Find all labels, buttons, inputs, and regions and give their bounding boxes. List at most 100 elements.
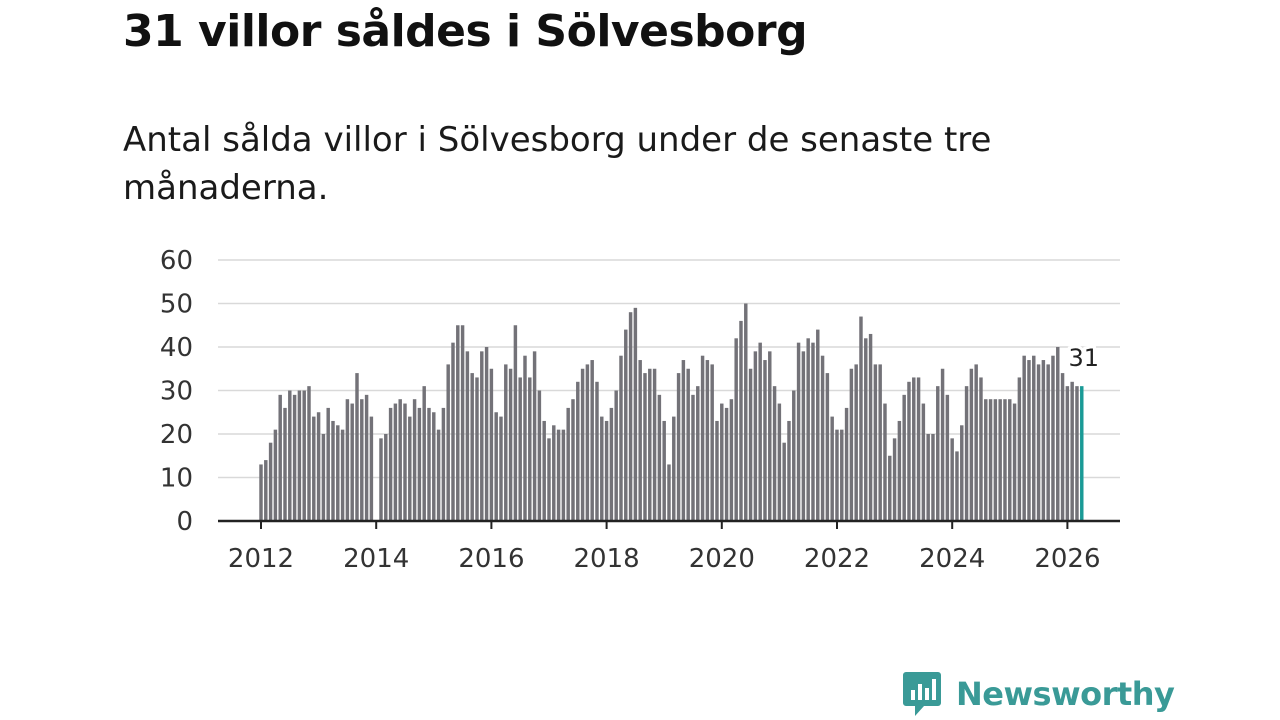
bar: [1046, 364, 1050, 521]
bar: [969, 368, 974, 521]
bar: [1008, 399, 1012, 521]
bar: [388, 407, 393, 521]
bar: [1003, 399, 1007, 521]
bar: [912, 377, 916, 521]
bar: [1017, 377, 1022, 521]
bar: [753, 351, 758, 521]
bar: [268, 442, 273, 521]
bar: [835, 429, 839, 521]
bar: [715, 420, 719, 521]
x-tick-label: 2014: [343, 544, 409, 574]
y-tick-label: 40: [160, 333, 193, 363]
bar: [638, 360, 642, 521]
bar: [724, 407, 729, 521]
bar: [1065, 386, 1070, 521]
chart-title: 31 villor såldes i Sölvesborg: [123, 6, 808, 57]
bar: [643, 373, 647, 521]
bar: [633, 307, 638, 521]
bar: [902, 394, 906, 521]
y-tick-label: 50: [160, 290, 193, 320]
bar: [585, 364, 590, 521]
bar: [705, 360, 710, 521]
bar: [844, 407, 849, 521]
bar: [748, 368, 753, 521]
bar: [782, 442, 786, 521]
bar: [758, 342, 762, 521]
bar: [556, 429, 561, 521]
bar: [283, 407, 287, 521]
bar: [1051, 355, 1055, 521]
bar: [340, 429, 345, 521]
bar: [336, 425, 340, 521]
bar: [931, 434, 935, 521]
bar: [326, 407, 330, 521]
bar: [854, 364, 858, 521]
bar: [998, 399, 1002, 521]
bar: [897, 420, 902, 521]
bar: [691, 394, 695, 521]
bar: [945, 394, 950, 521]
bar: [796, 342, 801, 521]
bar: [307, 386, 311, 521]
bar: [700, 355, 705, 521]
bar: [547, 438, 551, 521]
bar: [772, 386, 777, 521]
bar: [1056, 347, 1060, 521]
bar: [470, 373, 474, 521]
x-axis-ticks: 2012 2014 2016 2018 2020 2022 2024 2026: [228, 521, 1100, 574]
bar: [393, 403, 398, 521]
bar: [744, 303, 748, 521]
bar: [859, 316, 863, 521]
bar: [657, 394, 662, 521]
bar: [624, 329, 628, 521]
bar: [696, 386, 700, 521]
bar: [739, 320, 743, 521]
bar: [480, 351, 484, 521]
bar: [878, 364, 882, 521]
bar: [710, 364, 714, 521]
bar: [993, 399, 998, 521]
bar: [926, 434, 930, 521]
last-value-label: 31: [1068, 344, 1099, 372]
bar: [432, 412, 436, 521]
bar: [676, 373, 681, 521]
bar: [427, 407, 431, 521]
y-tick-label: 30: [160, 377, 193, 407]
bar: [734, 338, 738, 521]
bar: [417, 407, 422, 521]
bar: [964, 386, 969, 521]
bar: [350, 403, 354, 521]
bar: [864, 338, 868, 521]
x-tick-label: 2022: [804, 544, 870, 574]
bar: [408, 416, 412, 521]
bar: [619, 355, 623, 521]
bar: [873, 364, 878, 521]
bar: [571, 399, 575, 521]
bar: [1012, 403, 1017, 521]
bar: [312, 416, 316, 521]
bar: [892, 438, 897, 521]
bar: [489, 368, 494, 521]
bar: [542, 420, 546, 521]
bar: [801, 351, 806, 521]
bar: [883, 403, 887, 521]
bar: [316, 412, 321, 521]
bar: [518, 377, 522, 521]
bar: [532, 351, 537, 521]
bar: [590, 360, 594, 521]
bar: [681, 360, 686, 521]
newsworthy-logo: Newsworthy: [902, 670, 1175, 718]
bar: [840, 429, 844, 521]
bar: [292, 394, 297, 521]
chart-subtitle: Antal sålda villor i Sölvesborg under de…: [123, 120, 992, 208]
y-tick-label: 0: [176, 507, 193, 537]
bar: [364, 394, 369, 521]
bar: [868, 333, 873, 521]
bar: [792, 390, 796, 521]
bar: [1070, 381, 1074, 521]
bar: [499, 416, 503, 521]
bar: [921, 403, 926, 521]
bar: [768, 351, 772, 521]
bar: [916, 377, 921, 521]
logo-text: Newsworthy: [956, 675, 1175, 713]
